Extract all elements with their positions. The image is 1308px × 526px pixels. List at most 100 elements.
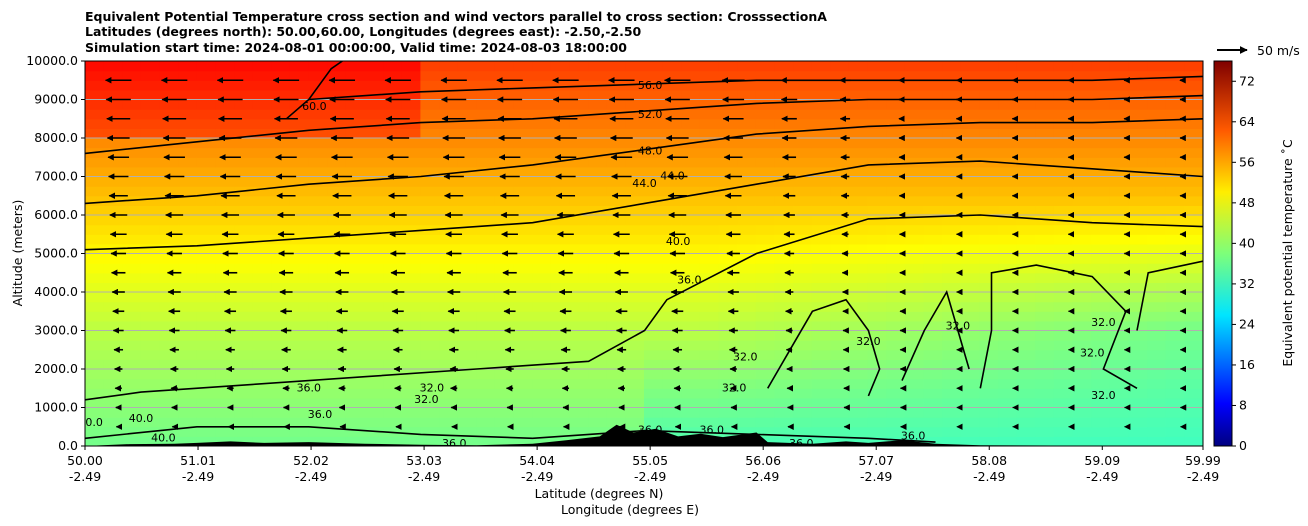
field-cell [345,272,366,283]
field-cell [848,186,869,197]
field-cell [1109,292,1130,303]
field-cell [755,311,776,322]
field-cell [774,138,794,149]
field-cell [644,340,664,351]
contour-label: 52.0 [638,108,663,121]
field-cell [569,378,589,389]
field-cell [886,407,906,418]
field-cell [1053,253,1074,264]
field-cell [793,118,813,129]
field-cell [904,301,925,312]
field-cell [569,138,589,149]
field-cell [998,397,1018,409]
field-cell [867,109,887,120]
field-cell [699,234,720,245]
field-cell [1091,263,1111,274]
field-cell [848,234,869,245]
field-cell [532,224,552,235]
field-cell [1035,301,1055,312]
field-cell [662,330,682,341]
field-cell [532,176,552,187]
field-cell [1072,195,1092,206]
field-cell [532,118,552,129]
field-cell [327,147,347,158]
field-cell [513,147,533,158]
field-cell [942,282,962,293]
field-cell [1184,378,1203,389]
field-cell [718,397,738,409]
field-cell [886,205,906,216]
field-cell [942,61,962,72]
field-cell [1147,224,1167,235]
field-cell [1128,138,1148,149]
field-cell [662,80,682,91]
field-cell [271,417,291,428]
field-cell [737,138,757,149]
field-cell [755,243,776,255]
field-cell [942,243,962,255]
field-cell [103,426,123,437]
field-cell [867,320,887,332]
field-cell [1091,234,1111,245]
field-cell [1035,349,1055,360]
field-cell [103,349,123,360]
field-cell [662,388,682,399]
field-cell [867,388,887,399]
field-cell [159,417,179,428]
field-cell [1147,166,1167,178]
field-cell [755,186,776,197]
field-cell [830,311,850,322]
field-cell [457,80,477,91]
field-cell [606,378,626,389]
field-cell [494,272,515,283]
field-cell [737,89,757,101]
field-cell [215,118,235,129]
field-cell [774,407,794,418]
field-cell [439,320,459,332]
field-cell [234,195,254,206]
field-cell [960,243,980,255]
contour-label: 36.0 [789,437,814,450]
field-cell [1053,330,1074,341]
field-cell [960,234,980,245]
field-cell [513,311,533,322]
field-cell [755,215,776,226]
field-cell [606,253,626,264]
field-cell [811,349,831,360]
field-cell [327,369,347,380]
field-cell [178,272,198,283]
field-cell [1184,61,1203,72]
field-cell [513,292,533,303]
field-cell [662,157,682,168]
field-cell [588,292,608,303]
field-cell [1109,359,1130,370]
field-cell [811,311,831,322]
field-cell [550,359,571,370]
field-cell [1147,417,1167,428]
field-cell [215,263,235,274]
field-cell [420,378,440,389]
field-cell [644,282,664,293]
field-cell [289,243,310,255]
field-cell [755,224,776,235]
field-cell [588,359,608,370]
field-cell [85,320,105,332]
y-tick-label: 8000.0 [34,130,78,145]
field-cell [904,407,925,418]
field-cell [476,253,496,264]
field-cell [625,320,645,332]
field-cell [457,99,477,110]
field-cell [289,166,310,178]
field-cell [1165,407,1185,418]
field-cell [383,205,403,216]
field-cell [979,349,999,360]
field-cell [1184,224,1203,235]
field-cell [979,378,999,389]
field-cell [1072,272,1092,283]
field-cell [1109,330,1130,341]
field-cell [401,378,421,389]
field-cell [1053,186,1074,197]
field-cell [494,80,515,91]
field-cell [122,243,142,255]
field-cell [606,157,626,168]
